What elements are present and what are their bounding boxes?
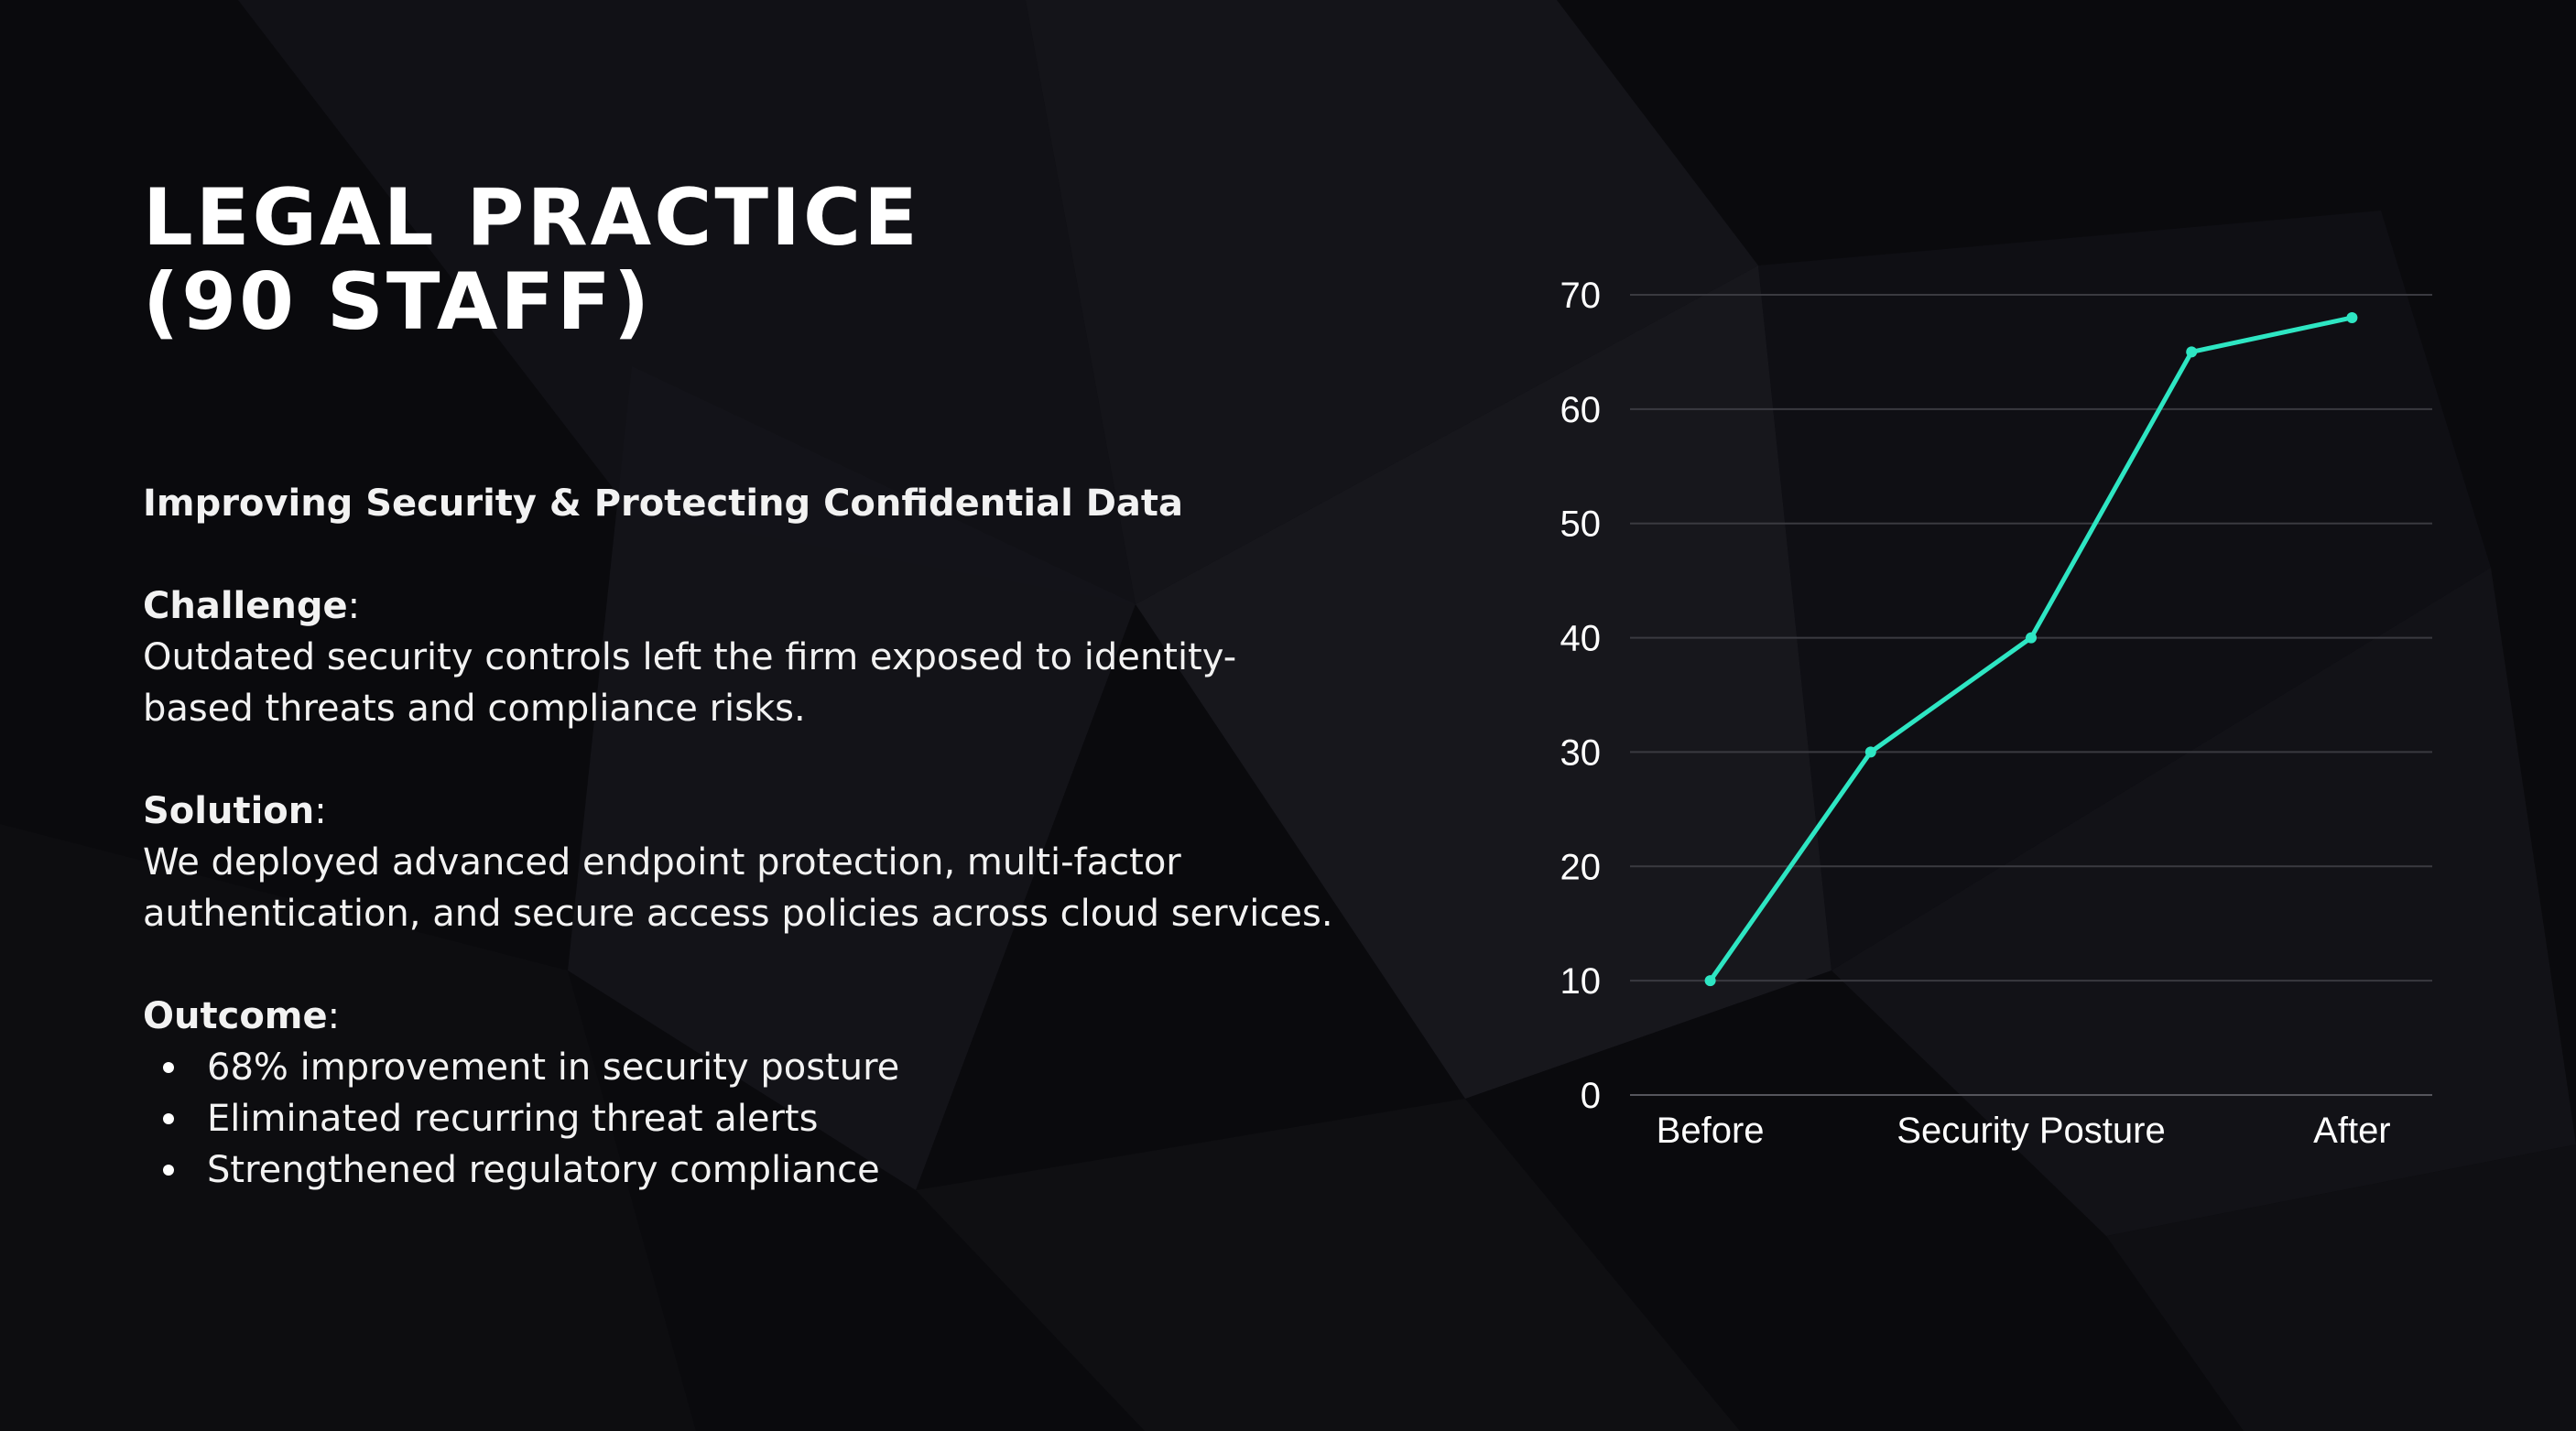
x-tick-label: After (2313, 1111, 2390, 1151)
outcome-item-text: 68% improvement in security posture (207, 1046, 900, 1089)
list-item: Eliminated recurring threat alerts (143, 1093, 1443, 1144)
solution-section: Solution: We deployed advanced endpoint … (143, 786, 1443, 939)
x-tick-label: Before (1657, 1111, 1765, 1151)
security-posture-line-chart: 0 10 20 30 40 50 60 70 Before Security Posture Aft… (1560, 276, 2432, 1151)
y-tick-label: 50 (1560, 504, 1602, 545)
challenge-section: Challenge: Outdated security controls le… (143, 580, 1443, 734)
solution-line-2: authentication, and secure access polici… (143, 893, 1333, 935)
data-point (2346, 311, 2358, 323)
outcome-list: 68% improvement in security posture Elim… (143, 1042, 1443, 1196)
solution-line-1: We deployed advanced endpoint protection… (143, 841, 1181, 884)
challenge-label: Challenge (143, 585, 348, 627)
y-tick-label: 0 (1581, 1076, 1601, 1116)
bullet-icon (163, 1165, 174, 1176)
solution-text: We deployed advanced endpoint protection… (143, 837, 1443, 939)
x-tick-label: Security Posture (1897, 1111, 2165, 1151)
bullet-icon (163, 1062, 174, 1073)
y-tick-label: 10 (1560, 961, 1602, 1002)
title-line-2: (90 STAFF) (143, 256, 653, 348)
bullet-icon (163, 1113, 174, 1124)
data-point (1704, 975, 1716, 987)
solution-heading: Solution: (143, 790, 327, 832)
challenge-line-2: based threats and compliance risks. (143, 688, 806, 730)
series-line (1708, 315, 2354, 983)
subtitle: Improving Security & Protecting Confiden… (143, 482, 1184, 525)
data-point (1864, 746, 1876, 758)
list-item: Strengthened regulatory compliance (143, 1144, 1443, 1196)
y-tick-label: 60 (1560, 390, 1602, 430)
data-point (2026, 632, 2037, 644)
outcome-item-text: Strengthened regulatory compliance (207, 1149, 880, 1191)
y-tick-label: 40 (1560, 619, 1602, 659)
outcome-item-text: Eliminated recurring threat alerts (207, 1098, 819, 1140)
y-tick-label: 70 (1560, 276, 1602, 316)
outcome-heading: Outcome: (143, 995, 341, 1037)
y-tick-label: 30 (1560, 732, 1602, 773)
y-tick-label: 20 (1560, 847, 1602, 887)
data-point (2186, 346, 2198, 358)
solution-label: Solution (143, 790, 315, 832)
outcome-label: Outcome (143, 995, 328, 1037)
page-title: LEGAL PRACTICE (90 STAFF) (143, 176, 920, 344)
list-item: 68% improvement in security posture (143, 1042, 1443, 1093)
title-line-1: LEGAL PRACTICE (143, 172, 920, 264)
challenge-line-1: Outdated security controls left the firm… (143, 636, 1237, 678)
challenge-text: Outdated security controls left the firm… (143, 632, 1443, 734)
challenge-heading: Challenge: (143, 585, 361, 627)
case-study-content: Improving Security & Protecting Confiden… (143, 478, 1443, 1247)
outcome-section: Outcome: 68% improvement in security pos… (143, 991, 1443, 1196)
